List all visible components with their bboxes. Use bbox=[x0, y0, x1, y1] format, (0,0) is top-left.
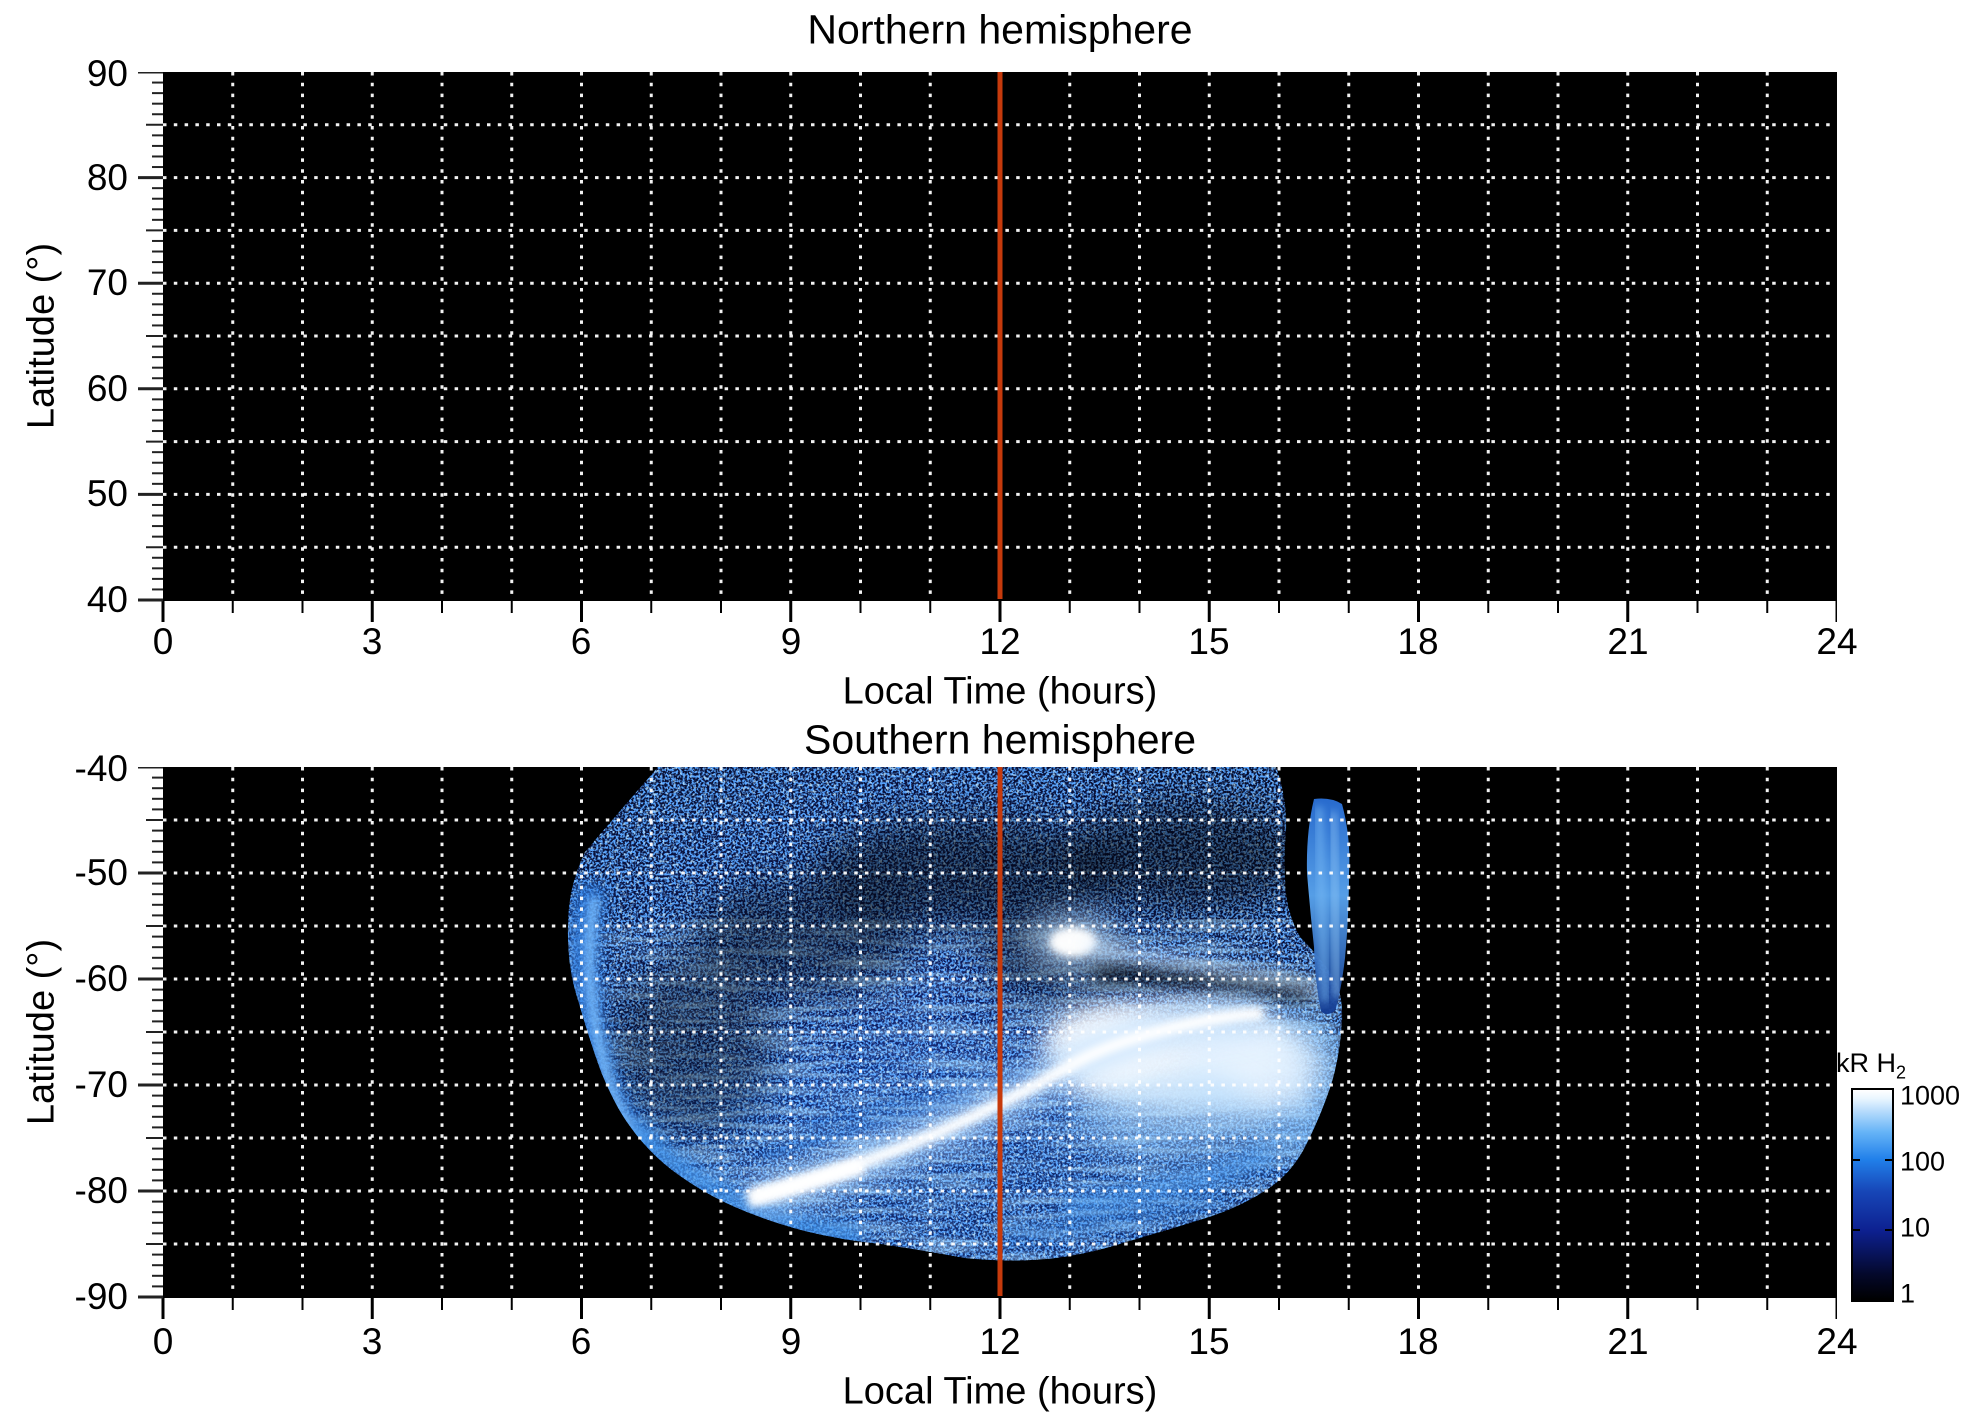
south-ytick: -50 bbox=[74, 852, 128, 893]
colorbar-tick-100: 100 bbox=[1900, 1146, 1946, 1177]
colorbar-tick-10: 10 bbox=[1900, 1212, 1931, 1243]
south-panel bbox=[138, 767, 1837, 1319]
north-ytick: 40 bbox=[86, 579, 128, 620]
south-xtick: 24 bbox=[1816, 1321, 1858, 1362]
south-ytick: -60 bbox=[74, 958, 128, 999]
colorbar-label: kR H2 bbox=[1836, 1048, 1907, 1083]
south-xtick: 6 bbox=[570, 1321, 592, 1362]
north-title: Northern hemisphere bbox=[807, 6, 1193, 53]
colorbar bbox=[1851, 1088, 1894, 1302]
colorbar-tick-1000: 1000 bbox=[1900, 1080, 1961, 1111]
south-ytick: -70 bbox=[74, 1064, 128, 1105]
north-ytick: 60 bbox=[86, 368, 128, 409]
south-xtick: 21 bbox=[1607, 1321, 1649, 1362]
north-axis-ticks bbox=[138, 72, 1837, 622]
north-panel bbox=[138, 72, 1837, 622]
south-xtick: 3 bbox=[361, 1321, 383, 1362]
south-xaxis-label: Local Time (hours) bbox=[842, 1370, 1158, 1413]
north-xtick: 18 bbox=[1397, 621, 1439, 662]
north-xtick: 3 bbox=[361, 621, 383, 662]
south-ytick: -40 bbox=[74, 748, 128, 789]
north-xtick: 15 bbox=[1188, 621, 1230, 662]
north-ytick: 80 bbox=[86, 157, 128, 198]
south-xtick: 0 bbox=[152, 1321, 174, 1362]
north-ytick: 50 bbox=[86, 473, 128, 514]
south-ytick: -90 bbox=[74, 1276, 128, 1317]
north-xtick: 24 bbox=[1816, 621, 1858, 662]
north-ytick: 70 bbox=[86, 262, 128, 303]
dusk-band bbox=[1306, 798, 1350, 1014]
north-xtick: 12 bbox=[979, 621, 1021, 662]
north-xtick: 6 bbox=[570, 621, 592, 662]
north-gridlines bbox=[163, 72, 1837, 600]
north-ytick: 90 bbox=[86, 53, 128, 94]
south-xtick: 12 bbox=[979, 1321, 1021, 1362]
north-xaxis-label: Local Time (hours) bbox=[842, 670, 1158, 713]
south-ytick: -80 bbox=[74, 1170, 128, 1211]
south-xtick: 18 bbox=[1397, 1321, 1439, 1362]
south-title: Southern hemisphere bbox=[803, 716, 1197, 763]
north-xtick: 0 bbox=[152, 621, 174, 662]
north-xtick: 9 bbox=[780, 621, 802, 662]
colorbar-ticks bbox=[1851, 1159, 1894, 1231]
north-xtick: 21 bbox=[1607, 621, 1649, 662]
south-axis-ticks bbox=[138, 767, 1837, 1319]
south-xtick: 9 bbox=[780, 1321, 802, 1362]
south-xtick: 15 bbox=[1188, 1321, 1230, 1362]
colorbar-tick-1: 1 bbox=[1900, 1278, 1916, 1309]
south-gridlines bbox=[163, 767, 1837, 1297]
